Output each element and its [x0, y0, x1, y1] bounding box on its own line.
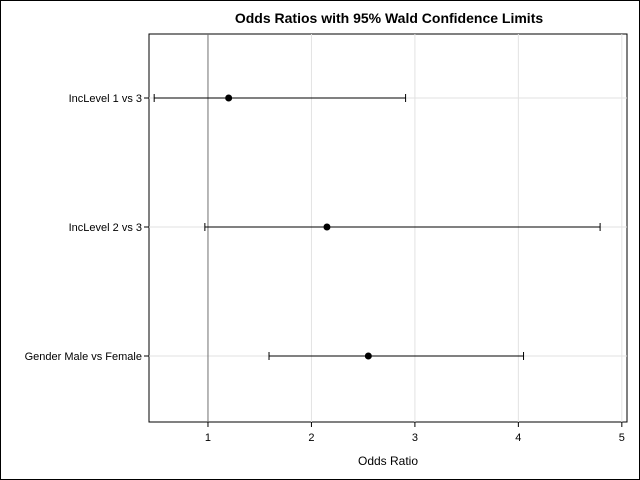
- x-tick-label: 1: [205, 432, 211, 444]
- estimate-point-1: [225, 94, 233, 102]
- chart-marks: [153, 94, 601, 360]
- y-axis-labels: IncLevel 1 vs 3 IncLevel 2 vs 3 Gender Mal…: [25, 93, 149, 363]
- plot-area: [148, 33, 628, 423]
- x-tick-label: 3: [412, 432, 418, 444]
- row-label: Gender Male vs Female: [25, 351, 142, 363]
- x-tick-label: 5: [619, 432, 625, 444]
- x-axis-ticks: 1 2 3 4 5: [205, 422, 625, 444]
- gridlines: [149, 34, 627, 422]
- estimate-point-3: [364, 352, 372, 360]
- chart-title: Odds Ratios with 95% Wald Confidence Lim…: [234, 10, 544, 26]
- row-label: IncLevel 1 vs 3: [69, 93, 142, 105]
- x-axis-label: Odds Ratio: [358, 454, 418, 468]
- x-tick-label: 2: [308, 432, 314, 444]
- row-label: IncLevel 2 vs 3: [69, 222, 142, 234]
- x-tick-label: 4: [515, 432, 521, 444]
- estimate-point-2: [323, 223, 331, 231]
